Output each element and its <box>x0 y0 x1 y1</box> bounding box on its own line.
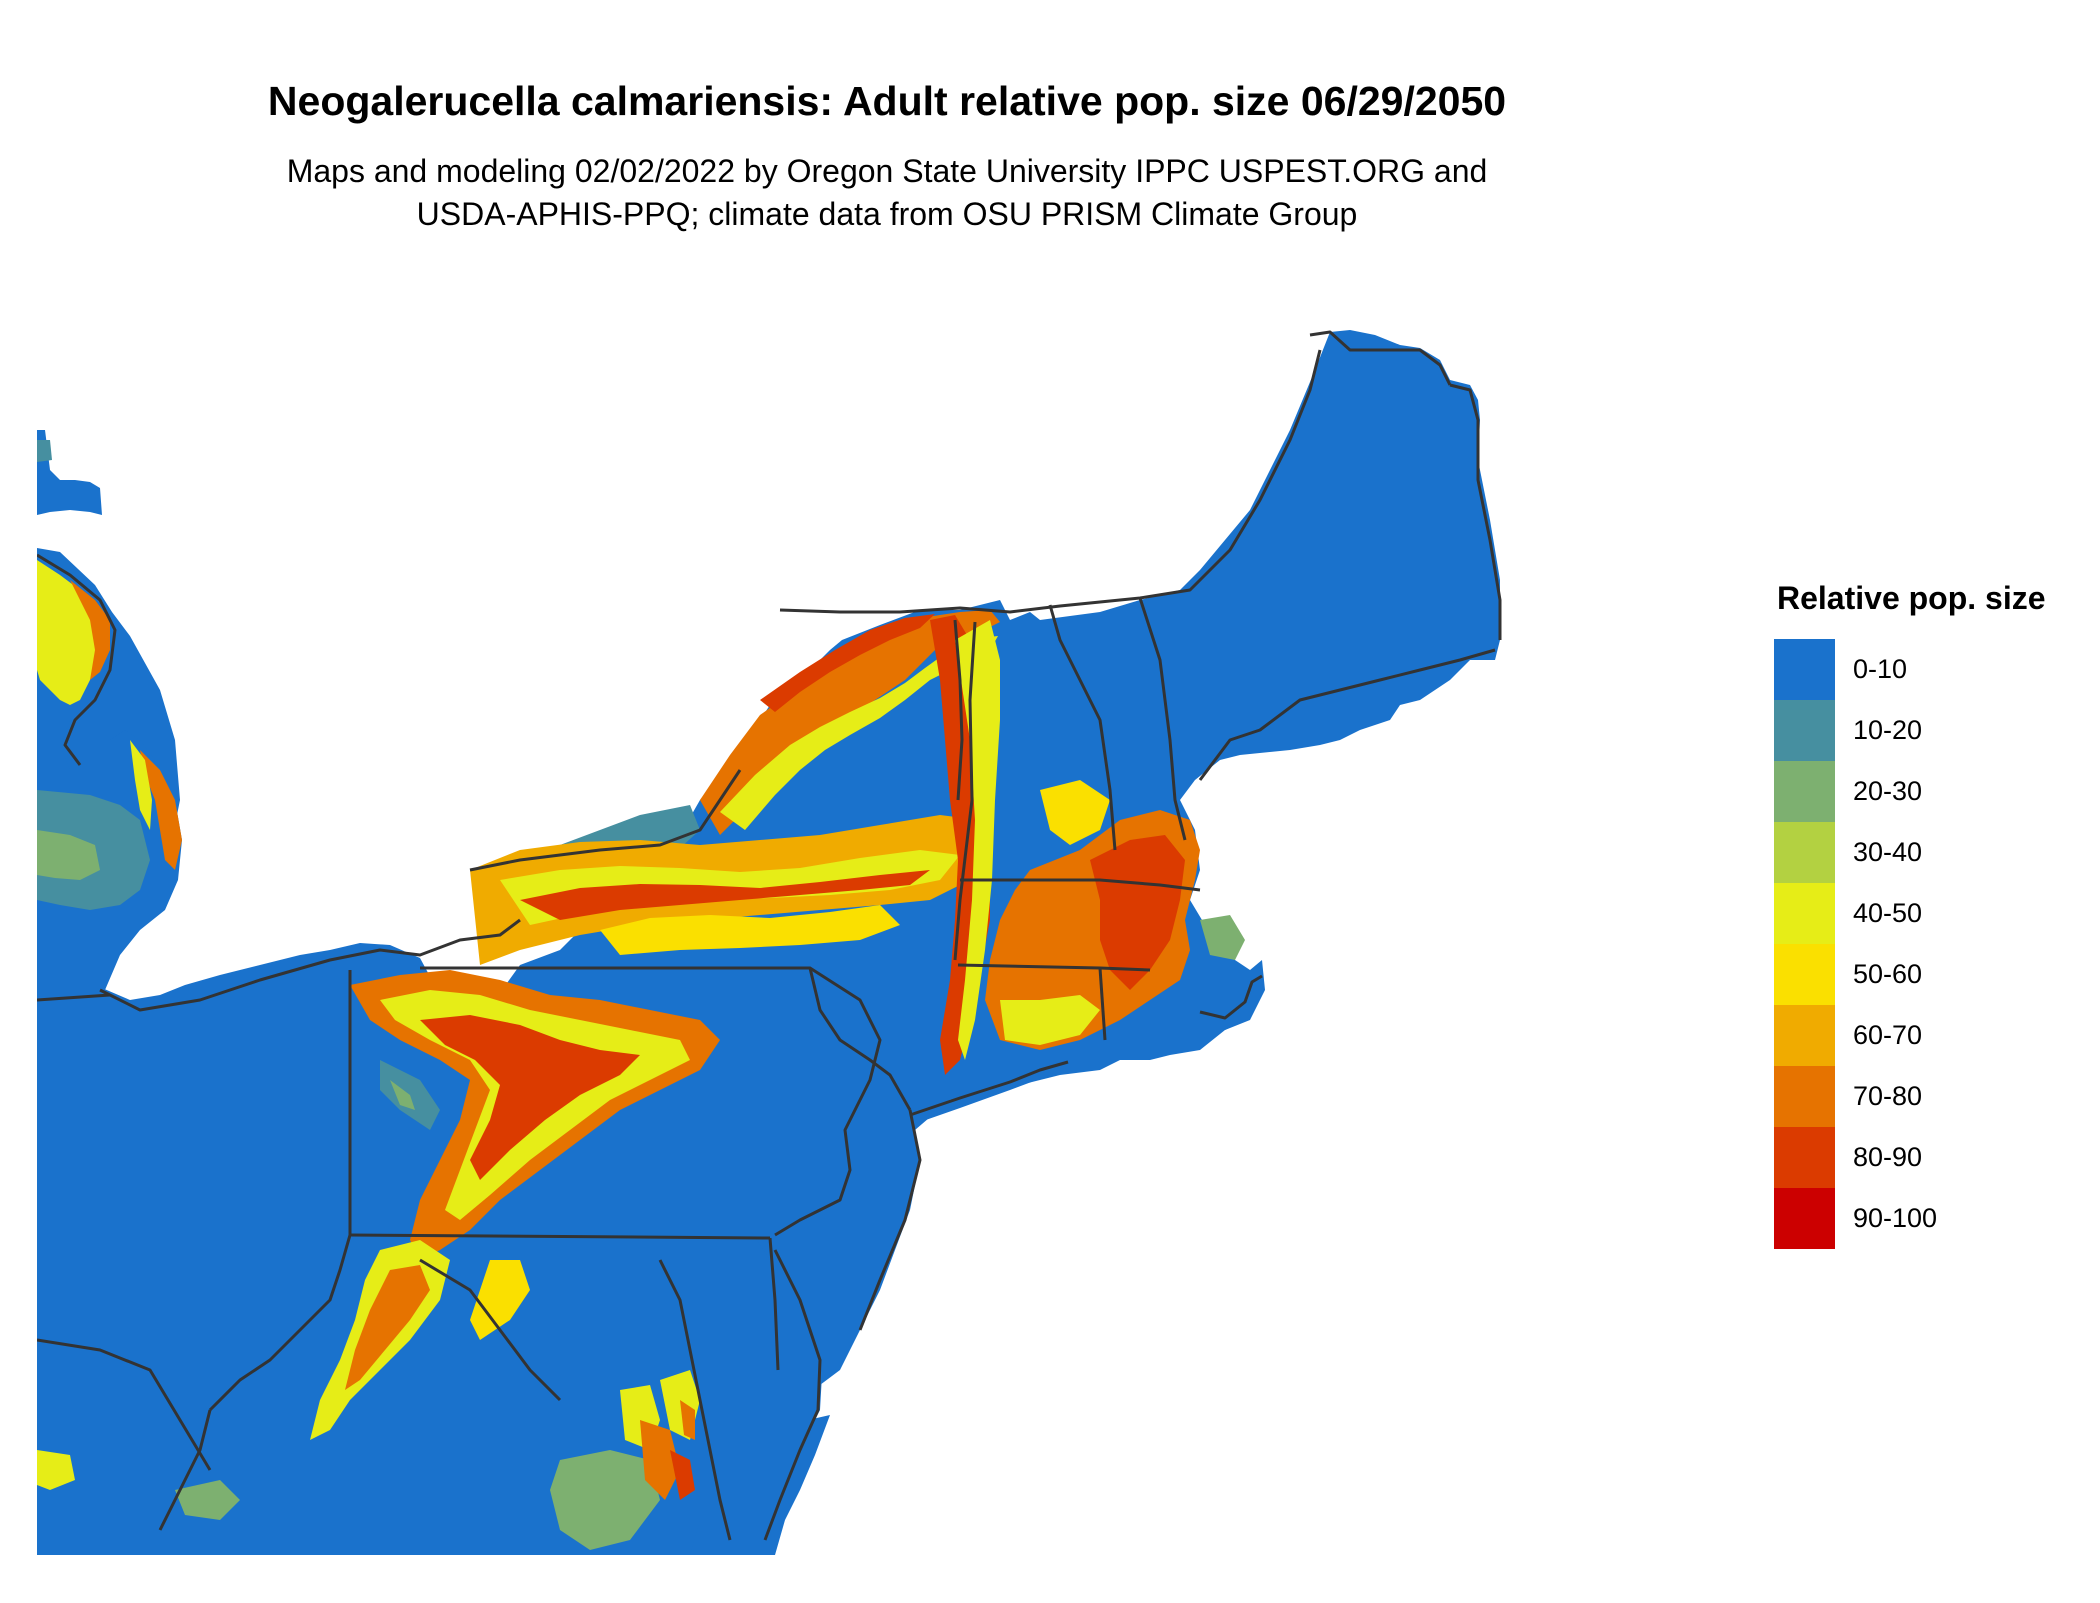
legend-item: 40-50 <box>1774 883 2094 944</box>
suitability-patch <box>760 614 935 712</box>
map-subtitle: Maps and modeling 02/02/2022 by Oregon S… <box>0 150 1774 236</box>
delmarva-coast <box>763 1249 822 1541</box>
legend-swatch <box>1774 1127 1835 1188</box>
suitability-patch <box>37 1450 75 1490</box>
legend-label: 60-70 <box>1853 1020 1923 1050</box>
subtitle-line-1: Maps and modeling 02/02/2022 by Oregon S… <box>286 153 1488 189</box>
legend-label: 10-20 <box>1853 715 1923 745</box>
legend-label: 40-50 <box>1853 898 1923 928</box>
border-oh-wv <box>37 1338 212 1471</box>
suitability-patch <box>70 580 110 680</box>
legend-swatch <box>1774 700 1835 761</box>
legend-swatch <box>1774 883 1835 944</box>
legend-item: 60-70 <box>1774 1005 2094 1066</box>
boundary-layer <box>37 330 1502 1541</box>
suitability-patch <box>470 1260 530 1340</box>
border-wv-md <box>208 1234 352 1412</box>
legend-items: 0-10 10-20 20-30 30-40 40-50 50-60 60-70 70-80 8… <box>1774 639 2094 1249</box>
suitability-patch <box>345 1265 430 1390</box>
legend-label: 90-100 <box>1853 1203 1938 1233</box>
suitability-patch <box>955 620 1000 1060</box>
lake-michigan-shore <box>37 553 117 766</box>
cape-cod-coast <box>1199 974 1263 1020</box>
border-md-de <box>768 1237 780 1371</box>
suitability-layer <box>37 440 1245 1550</box>
suitability-patch <box>1090 835 1185 990</box>
border-nh-me <box>1138 597 1187 841</box>
suitability-patch <box>1200 915 1245 960</box>
border-ct-ri <box>1098 967 1107 1041</box>
lake-champlain <box>953 619 964 801</box>
suitability-patch <box>600 905 900 955</box>
suitability-patch <box>37 560 105 705</box>
maine-east-border <box>1449 383 1502 640</box>
legend-item: 70-80 <box>1774 1066 2094 1127</box>
maine-coast <box>1198 648 1496 781</box>
border-nj-shore <box>858 1109 922 1331</box>
legend-item: 50-60 <box>1774 944 2094 1005</box>
lake-erie-shore <box>99 918 521 1012</box>
legend-swatch <box>1774 639 1835 700</box>
legend-label: 80-90 <box>1853 1142 1923 1172</box>
subtitle-line-2: USDA-APHIS-PPQ; climate data from OSU PR… <box>416 196 1358 232</box>
legend-swatch <box>1774 1188 1835 1249</box>
legend-item: 20-30 <box>1774 761 2094 822</box>
maine-north-border <box>1309 330 1452 386</box>
border-ny-vt <box>953 621 977 961</box>
suitability-patch <box>140 750 182 870</box>
legend-title: Relative pop. size <box>1777 580 2046 616</box>
suitability-patch <box>175 1480 240 1520</box>
suitability-patch <box>37 440 52 462</box>
legend-label: 0-10 <box>1853 654 1908 684</box>
suitability-patch <box>680 1400 695 1440</box>
suitability-patch <box>640 1420 680 1500</box>
suitability-patch <box>130 740 152 830</box>
border-va-west <box>158 1409 212 1531</box>
legend-swatch <box>1774 761 1835 822</box>
suitability-patch <box>420 1015 640 1180</box>
legend-item: 90-100 <box>1774 1188 2094 1249</box>
border-pa-md <box>349 1233 771 1240</box>
land-upper-peninsula <box>37 430 102 515</box>
border-ma-north <box>960 878 1201 892</box>
legend-swatch <box>1774 944 1835 1005</box>
border-pa-nj <box>774 966 882 1237</box>
legend-label: 70-80 <box>1853 1081 1923 1111</box>
map-canvas <box>37 330 1502 1555</box>
suitability-patch <box>390 1080 415 1110</box>
chesapeake-bay <box>658 1259 732 1541</box>
suitability-patch <box>550 1450 660 1550</box>
legend-label: 20-30 <box>1853 776 1923 806</box>
suitability-patch <box>37 830 100 880</box>
land-long-island <box>910 1062 1070 1122</box>
legend-item: 0-10 <box>1774 639 2094 700</box>
long-island-coast <box>909 1060 1069 1117</box>
legend-item: 80-90 <box>1774 1127 2094 1188</box>
border-vt-nh <box>1048 604 1117 851</box>
lake-ontario-shore <box>469 769 742 872</box>
border-mi-oh <box>37 993 111 1002</box>
legend-item: 10-20 <box>1774 700 2094 761</box>
map-title: Neogalerucella calmariensis: Adult relat… <box>267 78 1507 124</box>
legend-label: 50-60 <box>1853 959 1923 989</box>
suitability-patch <box>1000 995 1100 1045</box>
legend-swatch <box>1774 1066 1835 1127</box>
legend-swatch <box>1774 822 1835 883</box>
quebec-border <box>779 349 1322 614</box>
legend-swatch <box>1774 1005 1835 1066</box>
suitability-patch <box>520 870 930 920</box>
legend-label: 30-40 <box>1853 837 1923 867</box>
legend: Relative pop. size 0-10 10-20 20-30 30-40 40… <box>1774 580 2094 1249</box>
legend-item: 30-40 <box>1774 822 2094 883</box>
border-md-va <box>419 1258 562 1402</box>
suitability-patch <box>1040 780 1110 845</box>
suitability-patch <box>670 1450 695 1500</box>
